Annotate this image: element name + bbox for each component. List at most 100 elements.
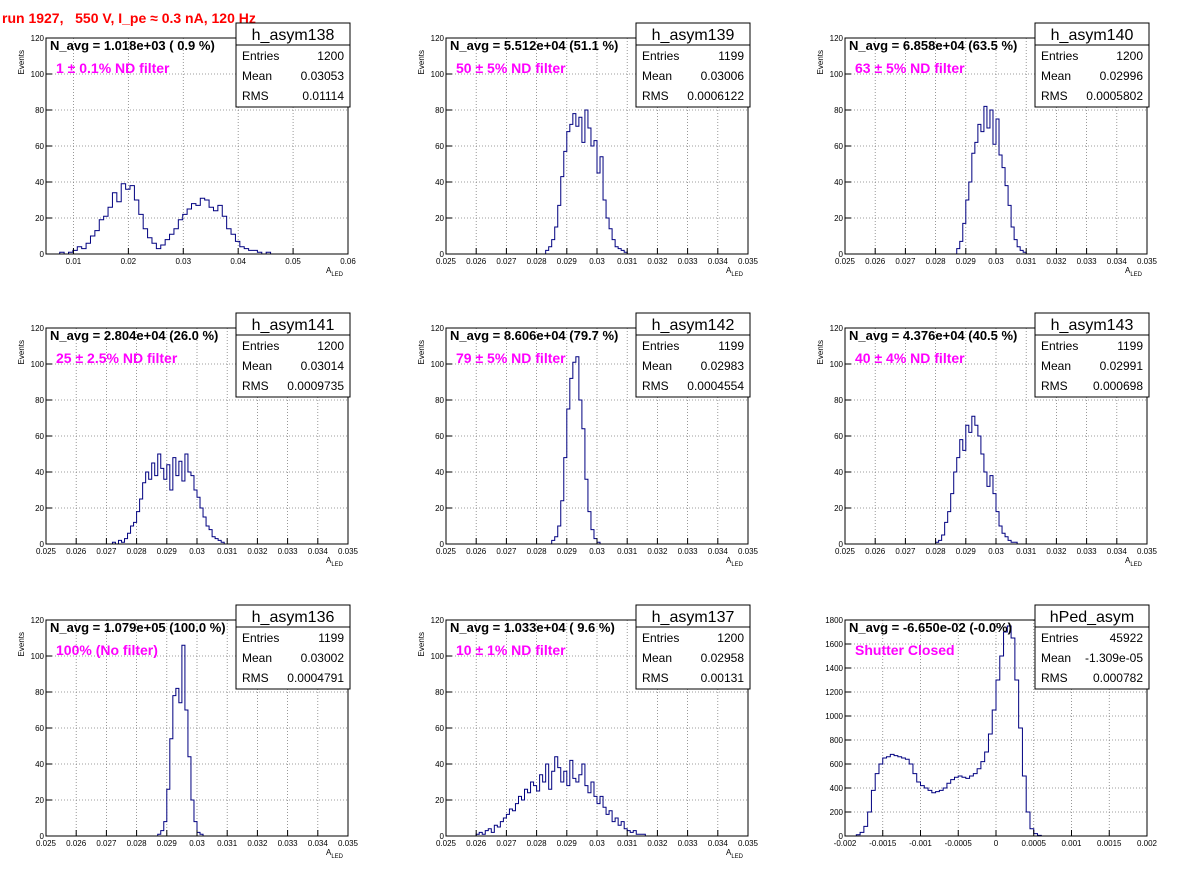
stats-header: hPed_asym	[1050, 609, 1135, 626]
panel-h_asym142: 0.025 0.026 0.027 0.028 0.029 0.03 0.031 0.032 0…	[417, 312, 759, 568]
stats-row-value: 0.02958	[701, 651, 745, 665]
stats-row-label: Mean	[642, 359, 672, 373]
y-tick-label: 40	[834, 178, 843, 187]
y-tick-label: 400	[830, 784, 844, 793]
stats-row-value: 0.0009735	[287, 379, 344, 393]
y-tick-label: 60	[435, 142, 444, 151]
y-axis-label: Events	[417, 50, 426, 74]
filter-annotation: 63 ± 5% ND filter	[855, 60, 965, 76]
stats-row-label: RMS	[642, 379, 669, 393]
stats-row-value: 1200	[717, 631, 744, 645]
x-tick-label: 0.02	[121, 257, 137, 266]
stats-header: h_asym138	[252, 27, 335, 44]
x-tick-label: 0.033	[678, 257, 699, 266]
x-tick-label: 0.025	[36, 547, 57, 556]
y-tick-label: 120	[431, 324, 445, 333]
stats-row-value: 1199	[318, 631, 344, 645]
x-tick-label: 0.028	[127, 839, 148, 848]
stats-row-value: 0.03014	[301, 359, 345, 373]
panel-h_asym143: 0.025 0.026 0.027 0.028 0.029 0.03 0.031 0.032 0…	[816, 312, 1158, 568]
y-tick-label: 20	[435, 214, 444, 223]
x-tick-label: 0.028	[527, 257, 548, 266]
panel-title: N_avg = -6.650e-02 (-0.0%)	[849, 620, 1012, 635]
x-tick-label: 0.025	[436, 257, 457, 266]
stats-row-label: Entries	[642, 631, 679, 645]
y-tick-label: 20	[35, 796, 44, 805]
y-tick-label: 100	[431, 70, 445, 79]
x-tick-label: 0.06	[340, 257, 356, 266]
y-tick-label: 40	[834, 468, 843, 477]
panel-h_asym138: 0.01 0.02 0.03 0.04 0.05 0.06 0 20 40 60 80 100 120 E…	[17, 22, 356, 278]
x-tick-label: 0.035	[738, 257, 759, 266]
x-tick-label: 0.034	[1107, 547, 1128, 556]
x-axis-label: ALED	[726, 266, 744, 278]
y-axis-label: Events	[417, 632, 426, 656]
stats-header: h_asym143	[1051, 317, 1134, 334]
stats-row-label: Entries	[242, 339, 279, 353]
x-tick-label: 0.031	[217, 839, 238, 848]
x-tick-label: 0.034	[308, 839, 329, 848]
stats-row-label: Mean	[1041, 69, 1071, 83]
stats-header: h_asym141	[252, 317, 335, 334]
panel-h_asym139: 0.025 0.026 0.027 0.028 0.029 0.03 0.031 0.032 0…	[417, 22, 759, 278]
y-tick-label: 20	[435, 796, 444, 805]
x-tick-label: 0.03	[988, 257, 1004, 266]
y-tick-label: 100	[31, 360, 45, 369]
stats-row-label: RMS	[1041, 379, 1068, 393]
x-tick-label: 0.032	[247, 547, 268, 556]
y-tick-label: 0	[839, 832, 844, 841]
y-tick-label: 0	[40, 832, 45, 841]
y-tick-label: 40	[35, 178, 44, 187]
x-tick-label: 0.026	[865, 257, 886, 266]
stats-row-value: 0.000782	[1093, 671, 1143, 685]
x-axis-label: ALED	[326, 266, 344, 278]
filter-annotation: 25 ± 2.5% ND filter	[56, 350, 178, 366]
y-tick-label: 60	[435, 432, 444, 441]
stats-row-value: 1199	[718, 49, 744, 63]
stats-box-frame	[1034, 22, 1150, 108]
x-tick-label: 0.026	[466, 839, 487, 848]
x-tick-label: 0.026	[66, 547, 87, 556]
x-tick-label: 0.026	[66, 839, 87, 848]
y-tick-label: 80	[35, 396, 44, 405]
x-tick-label: -0.002	[834, 839, 857, 848]
x-tick-label: 0.029	[157, 839, 178, 848]
stats-box: h_asym136 Entries 1199 Mean 0.03002 RMS 0.0004…	[235, 604, 351, 690]
y-tick-label: 800	[830, 736, 844, 745]
stats-row-value: 0.02991	[1100, 359, 1144, 373]
stats-box: h_asym142 Entries 1199 Mean 0.02983 RMS 0.0004…	[635, 312, 751, 398]
filter-annotation: 79 ± 5% ND filter	[456, 350, 566, 366]
stats-row-label: RMS	[242, 89, 269, 103]
x-tick-label: 0.031	[1016, 547, 1037, 556]
stats-row-label: Mean	[1041, 651, 1071, 665]
x-tick-label: 0.027	[496, 839, 517, 848]
x-tick-label: 0.033	[278, 547, 299, 556]
panel-title: N_avg = 5.512e+04 (51.1 %)	[450, 38, 618, 53]
stats-row-label: Entries	[242, 631, 279, 645]
x-tick-label: 0.031	[1016, 257, 1037, 266]
run-title: run 1927, 550 V, I_pe ≈ 0.3 nA, 120 Hz	[2, 10, 256, 26]
stats-row-value: 0.03006	[701, 69, 745, 83]
x-tick-label: 0.01	[66, 257, 82, 266]
histogram-series	[59, 183, 272, 255]
x-axis-label: ALED	[326, 556, 344, 568]
histogram-series	[545, 109, 628, 254]
x-tick-label: 0.034	[708, 257, 729, 266]
y-tick-label: 80	[834, 106, 843, 115]
stats-row-value: 1200	[1116, 49, 1143, 63]
panel-title: N_avg = 2.804e+04 (26.0 %)	[50, 328, 218, 343]
x-axis-label: ALED	[726, 848, 744, 860]
y-tick-label: 1600	[825, 640, 843, 649]
panel-title: N_avg = 4.376e+04 (40.5 %)	[849, 328, 1017, 343]
y-tick-label: 0	[440, 832, 445, 841]
x-tick-label: 0.027	[96, 547, 117, 556]
y-tick-label: 80	[435, 688, 444, 697]
x-tick-label: 0.027	[496, 547, 517, 556]
stats-box-frame	[235, 312, 351, 398]
y-tick-label: 60	[35, 142, 44, 151]
stats-box: h_asym141 Entries 1200 Mean 0.03014 RMS 0.0009…	[235, 312, 351, 398]
y-tick-label: 0	[40, 540, 45, 549]
y-tick-label: 40	[435, 468, 444, 477]
stats-box: h_asym138 Entries 1200 Mean 0.03053 RMS 0.0111…	[235, 22, 351, 108]
stats-box-frame	[235, 22, 351, 108]
